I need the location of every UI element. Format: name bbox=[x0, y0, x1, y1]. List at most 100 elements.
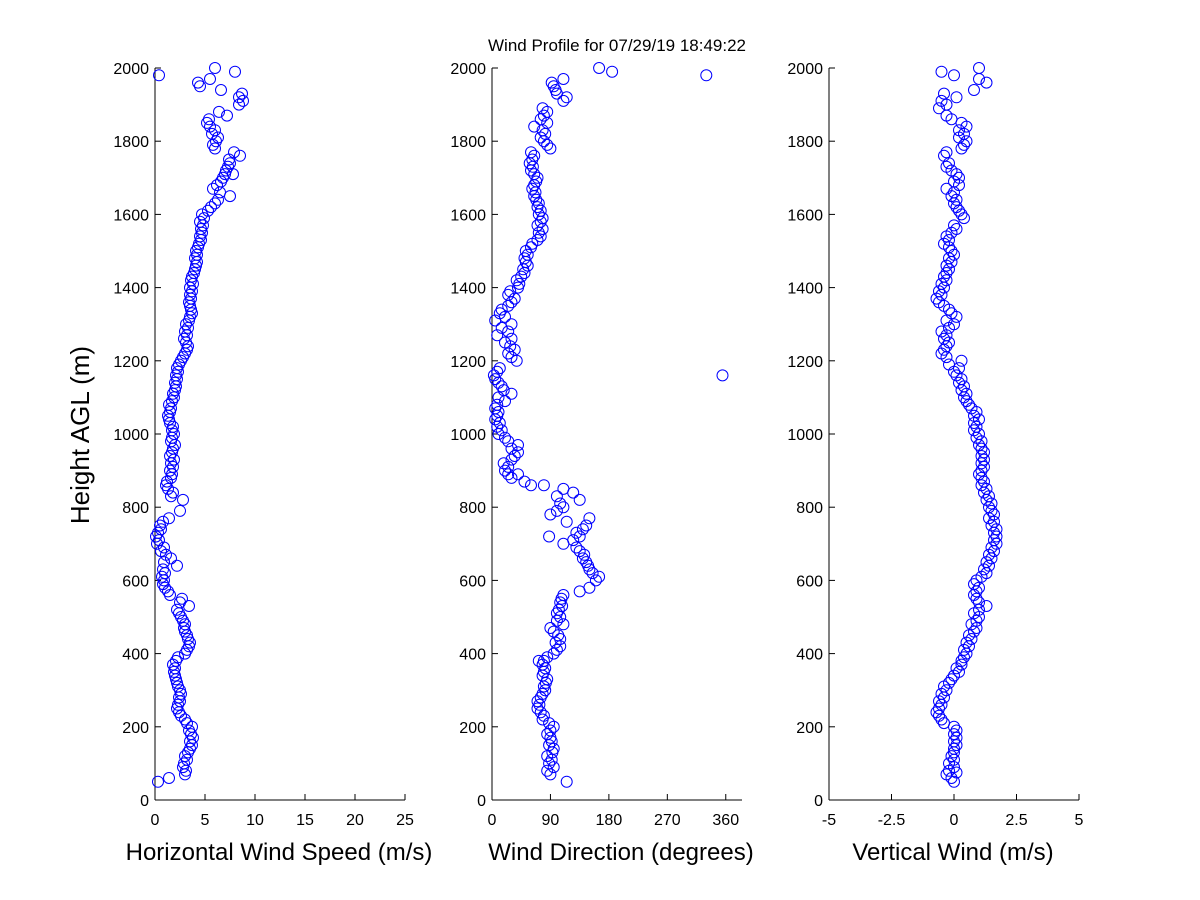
y-tick-label: 400 bbox=[459, 647, 486, 664]
data-point bbox=[955, 354, 968, 367]
x-tick-label: 5 bbox=[201, 812, 210, 829]
data-point bbox=[515, 270, 528, 283]
data-point bbox=[953, 376, 965, 389]
data-point bbox=[980, 76, 993, 89]
data-point bbox=[968, 578, 980, 591]
data-point bbox=[541, 105, 554, 118]
y-tick-label: 1800 bbox=[450, 134, 486, 151]
data-point bbox=[550, 643, 563, 656]
data-point bbox=[502, 460, 515, 473]
data-point bbox=[978, 453, 990, 466]
y-tick-label: 1600 bbox=[113, 207, 149, 224]
data-point bbox=[700, 69, 713, 82]
data-point bbox=[965, 633, 978, 645]
y-tick-label: 400 bbox=[122, 647, 149, 664]
data-point bbox=[504, 285, 517, 298]
data-point bbox=[185, 274, 197, 287]
y-tick-label: 800 bbox=[122, 500, 149, 517]
data-point bbox=[236, 87, 248, 100]
data-point bbox=[167, 420, 179, 433]
data-point bbox=[543, 757, 556, 770]
data-point bbox=[554, 611, 567, 623]
data-point bbox=[164, 417, 176, 429]
data-point bbox=[990, 537, 1003, 550]
data-point bbox=[156, 570, 168, 583]
data-point bbox=[973, 468, 985, 481]
data-point bbox=[933, 102, 945, 115]
x-tick-label: 0 bbox=[151, 812, 160, 829]
data-point bbox=[948, 742, 960, 755]
data-point bbox=[505, 318, 518, 331]
y-tick-label: 0 bbox=[140, 793, 149, 810]
data-point bbox=[985, 504, 998, 517]
x-tick-label: -2.5 bbox=[878, 812, 906, 829]
data-point bbox=[940, 182, 953, 195]
data-point bbox=[227, 168, 239, 181]
data-point bbox=[534, 706, 547, 719]
y-tick-label: 400 bbox=[796, 647, 823, 664]
data-point bbox=[532, 197, 545, 210]
data-point bbox=[495, 380, 508, 393]
data-point bbox=[945, 245, 958, 257]
data-point bbox=[188, 267, 200, 279]
data-point bbox=[543, 530, 556, 543]
y-tick-label: 2000 bbox=[113, 61, 149, 78]
data-point bbox=[958, 651, 970, 664]
data-point bbox=[940, 274, 953, 287]
data-point bbox=[512, 468, 524, 481]
data-point bbox=[958, 138, 970, 151]
data-point bbox=[204, 73, 216, 85]
data-point bbox=[167, 658, 179, 671]
data-point bbox=[189, 263, 201, 276]
data-point bbox=[157, 578, 169, 591]
data-point bbox=[945, 307, 958, 320]
data-point bbox=[508, 343, 521, 356]
data-point bbox=[970, 585, 983, 598]
x-tick-label: 15 bbox=[296, 812, 314, 829]
data-point bbox=[179, 713, 191, 726]
data-point bbox=[495, 424, 508, 437]
data-point bbox=[557, 501, 570, 514]
data-point bbox=[170, 673, 182, 686]
data-point bbox=[502, 468, 515, 481]
data-point bbox=[537, 654, 550, 667]
data-point bbox=[160, 479, 172, 492]
data-point bbox=[573, 493, 586, 506]
data-point bbox=[528, 149, 541, 162]
data-point bbox=[948, 69, 960, 82]
data-point bbox=[975, 450, 988, 462]
data-point bbox=[586, 567, 599, 580]
data-point bbox=[528, 120, 541, 133]
data-point bbox=[211, 179, 223, 192]
data-point bbox=[157, 563, 169, 576]
data-point bbox=[948, 219, 960, 232]
x-tick-label: 0 bbox=[488, 812, 497, 829]
data-point bbox=[544, 622, 557, 634]
data-point bbox=[935, 325, 948, 338]
data-point bbox=[541, 764, 554, 777]
data-point bbox=[492, 391, 505, 404]
data-point bbox=[505, 296, 518, 309]
data-point bbox=[930, 706, 943, 719]
data-point bbox=[948, 728, 960, 741]
data-point bbox=[531, 171, 544, 184]
data-point bbox=[157, 515, 169, 528]
x-tick-label: 25 bbox=[396, 812, 414, 829]
data-point bbox=[943, 263, 955, 276]
data-point bbox=[192, 241, 204, 254]
data-point bbox=[547, 647, 560, 660]
data-point bbox=[536, 687, 549, 700]
data-point bbox=[968, 424, 980, 437]
data-point bbox=[491, 398, 504, 411]
data-point bbox=[158, 556, 170, 569]
data-point bbox=[933, 702, 945, 715]
data-point bbox=[532, 654, 545, 667]
data-point bbox=[955, 142, 968, 155]
data-point bbox=[537, 709, 550, 722]
data-point bbox=[570, 526, 583, 539]
x-tick-label: 20 bbox=[346, 812, 364, 829]
data-point bbox=[153, 69, 165, 82]
data-point bbox=[505, 332, 518, 345]
data-point bbox=[935, 94, 948, 107]
data-point bbox=[224, 190, 236, 203]
